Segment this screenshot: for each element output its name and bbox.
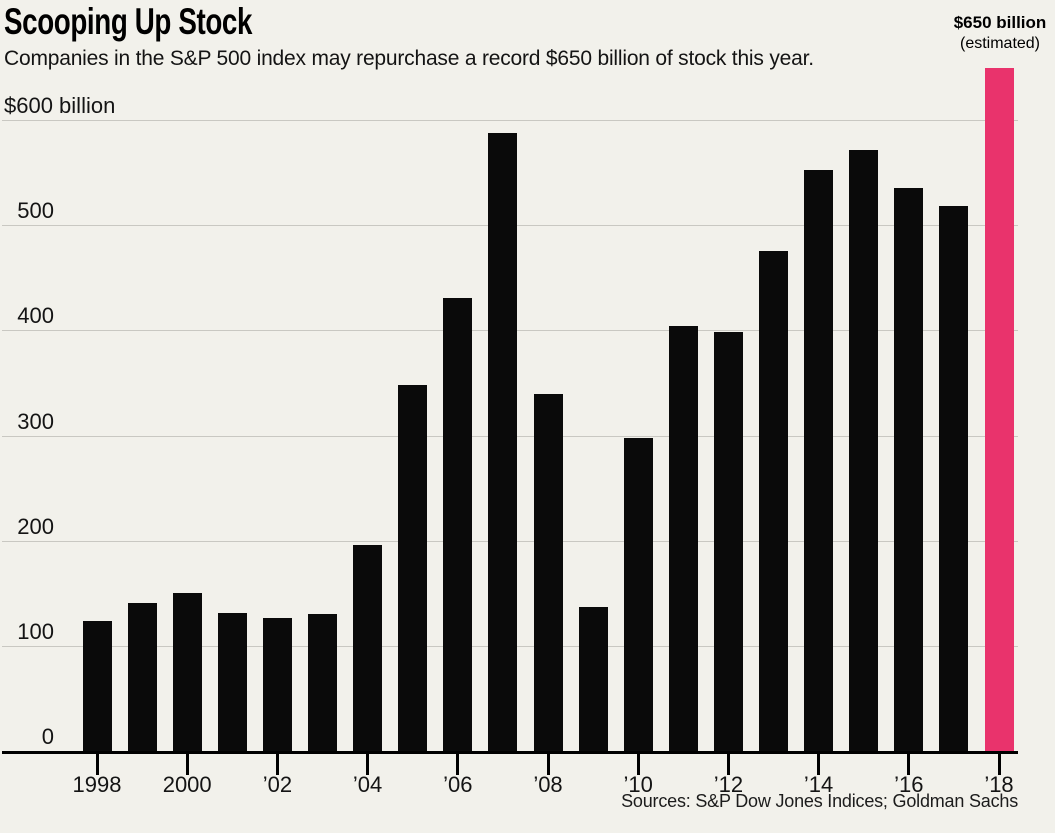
x-axis-tick	[997, 754, 1001, 775]
bar	[443, 297, 473, 752]
x-axis-baseline	[2, 751, 1018, 754]
bar	[308, 614, 337, 752]
y-axis-label: 0	[41, 724, 54, 749]
bar	[488, 132, 518, 752]
x-axis-tick	[546, 754, 550, 775]
x-axis-label: ’18	[984, 772, 1014, 797]
source-credit: Sources: S&P Dow Jones Indices; Goldman …	[621, 791, 1018, 811]
y-axis-label: 100	[17, 618, 54, 644]
x-axis-tick	[636, 754, 640, 775]
x-axis-tick	[907, 754, 911, 775]
bar	[668, 326, 698, 752]
bar	[623, 437, 653, 752]
x-axis-tick	[185, 754, 189, 775]
gridline	[2, 120, 1018, 121]
bar	[849, 150, 879, 752]
bar	[398, 384, 428, 752]
x-axis-label: 2000	[162, 772, 212, 797]
y-axis-label: 200	[17, 513, 54, 539]
x-axis-tick	[817, 754, 821, 775]
x-axis-label: ’02	[262, 772, 293, 797]
x-axis-tick	[456, 754, 460, 775]
estimate-annotation: $650 billion (estimated)	[942, 12, 1055, 54]
x-axis-label: ’04	[352, 772, 383, 797]
x-axis-tick	[726, 754, 730, 775]
y-axis-label: 300	[17, 408, 54, 434]
bar	[262, 618, 292, 752]
bar	[894, 188, 924, 752]
x-axis-label: ’12	[713, 772, 744, 797]
x-axis-tick	[366, 754, 370, 775]
bar	[127, 602, 157, 752]
x-axis-label: ’16	[894, 772, 924, 797]
x-axis-label: ’14	[803, 772, 834, 797]
bar	[533, 394, 563, 752]
bar	[939, 206, 969, 752]
y-axis-label: $600 billion	[4, 93, 116, 118]
x-axis-tick	[95, 754, 99, 775]
x-axis-label: ’06	[443, 772, 473, 797]
x-axis-label: ’08	[533, 772, 563, 797]
estimate-value: $650 billion	[953, 13, 1047, 32]
bar	[804, 170, 834, 752]
bar	[172, 593, 202, 752]
bar	[759, 251, 788, 752]
estimate-note: (estimated)	[959, 35, 1041, 52]
highlight-bar	[984, 68, 1014, 752]
bar	[217, 613, 247, 752]
page-subtitle: Companies in the S&P 500 index may repur…	[4, 47, 814, 70]
bar	[713, 332, 743, 752]
x-axis-label: 1998	[72, 772, 122, 797]
x-axis-tick	[275, 754, 279, 775]
page-title: Scooping Up Stock	[4, 1, 253, 42]
x-axis-label: ’10	[623, 772, 653, 797]
y-axis-label: 400	[17, 303, 54, 329]
bar	[353, 544, 383, 752]
bar	[82, 620, 112, 752]
bar	[578, 606, 608, 752]
y-axis-label: 500	[17, 198, 54, 224]
